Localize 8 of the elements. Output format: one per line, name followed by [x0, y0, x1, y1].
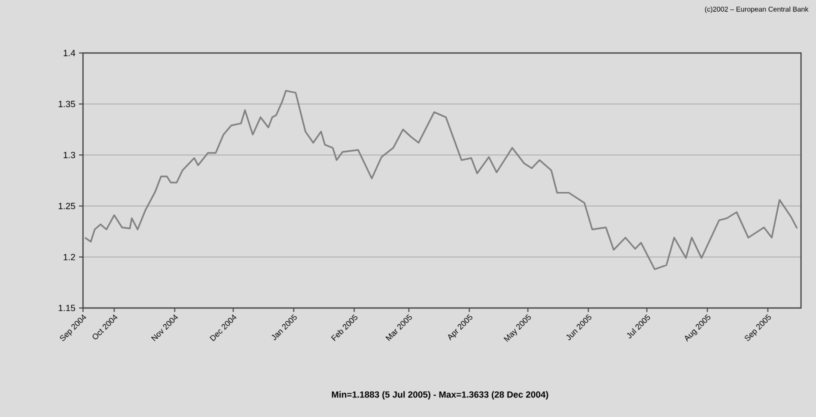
y-tick-label: 1.2 — [64, 254, 76, 260]
y-tick-label: 1.15 — [58, 304, 76, 312]
y-tick-label: 1.25 — [58, 202, 76, 210]
text: Min=1.1883 (5 Jul 2005) - Max=1.3633 (28 Dec 2004) — [332, 391, 548, 400]
y-tick-label: 1.3 — [64, 152, 76, 158]
y-tick-label: 1.4 — [64, 50, 76, 56]
line-series — [84, 90, 798, 270]
y-tick-label: 1.35 — [58, 100, 76, 108]
